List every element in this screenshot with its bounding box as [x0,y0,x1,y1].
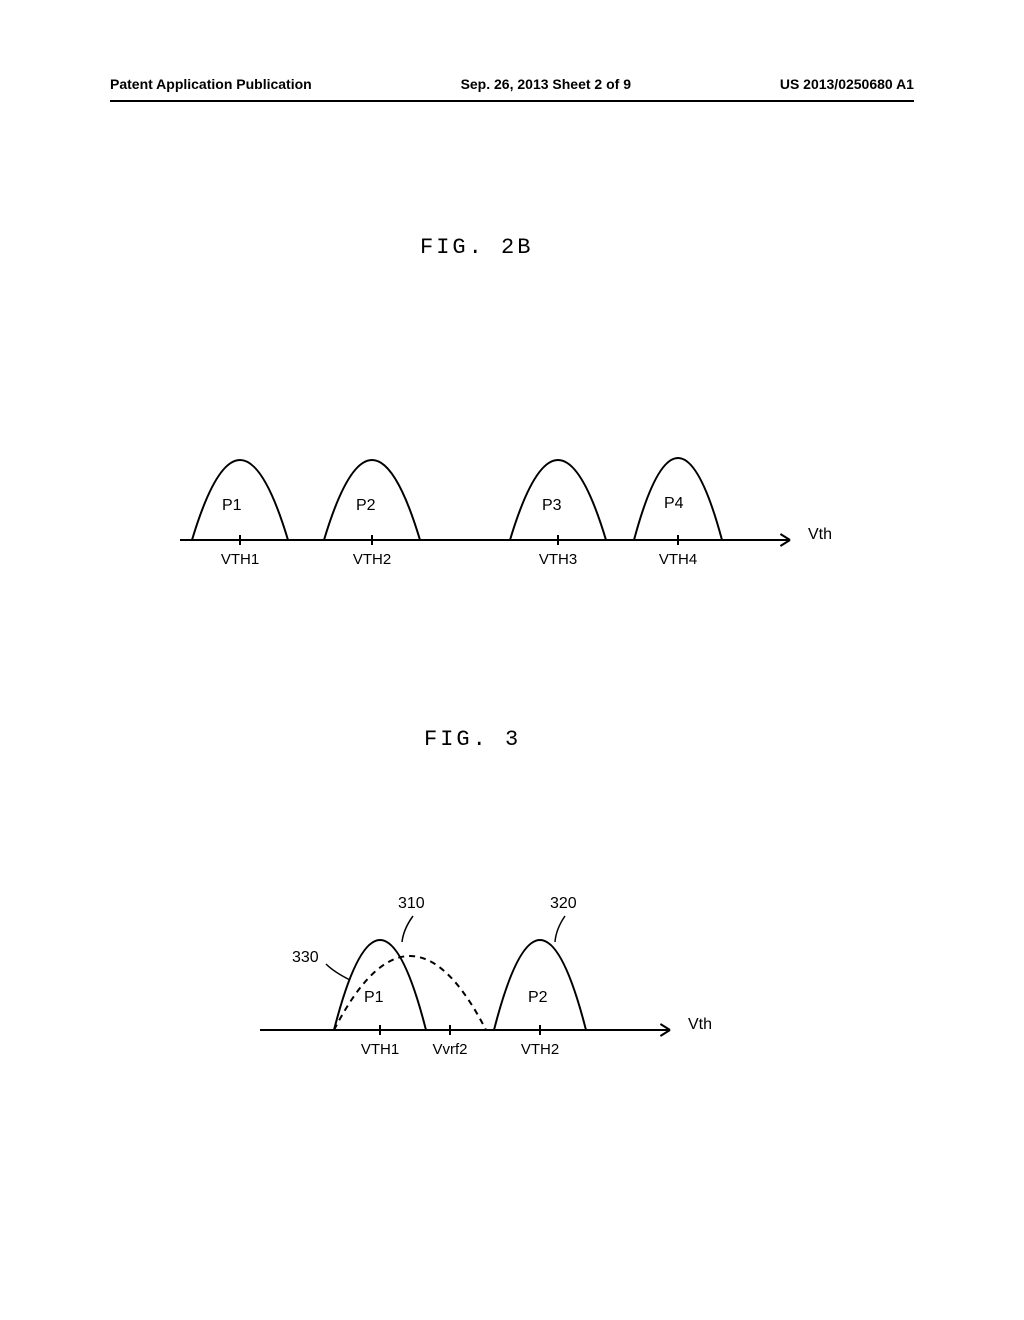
curve-label: P2 [356,497,376,514]
tick-label: VTH1 [221,551,259,568]
axis-label: Vth [808,526,832,543]
curve-label: P1 [222,497,242,514]
tick-label: Vvrf2 [432,1041,467,1058]
figure-2b-svg: Vth VTH1 P1 VTH2 P2 VTH3 P3 VTH4 P4 [170,430,850,600]
figure-3-diagram: Vth VTH1 P1 VTH2 P2 Vvrf2 310 320 330 [250,870,790,1095]
header-left: Patent Application Publication [110,76,312,92]
tick-label: VTH2 [521,1041,559,1058]
axis-label: Vth [688,1016,712,1033]
curve-label: P2 [528,989,548,1006]
page-header: Patent Application Publication Sep. 26, … [0,76,1024,92]
reference-label: 320 [550,895,577,912]
curve-label: P4 [664,495,684,512]
header-center: Sep. 26, 2013 Sheet 2 of 9 [461,76,631,92]
figure-3-title: FIG. 3 [424,727,521,752]
reference-label: 310 [398,895,425,912]
figure-2b-diagram: Vth VTH1 P1 VTH2 P2 VTH3 P3 VTH4 P4 [170,430,850,605]
reference-label: 330 [292,949,319,966]
curve-label: P1 [364,989,384,1006]
header-right: US 2013/0250680 A1 [780,76,914,92]
curve-label: P3 [542,497,562,514]
header-rule [110,100,914,102]
figure-3-svg: Vth VTH1 P1 VTH2 P2 Vvrf2 310 320 330 [250,870,790,1090]
tick-label: VTH3 [539,551,577,568]
tick-label: VTH4 [659,551,697,568]
figure-2b-title: FIG. 2B [420,235,533,260]
tick-label: VTH1 [361,1041,399,1058]
tick-label: VTH2 [353,551,391,568]
